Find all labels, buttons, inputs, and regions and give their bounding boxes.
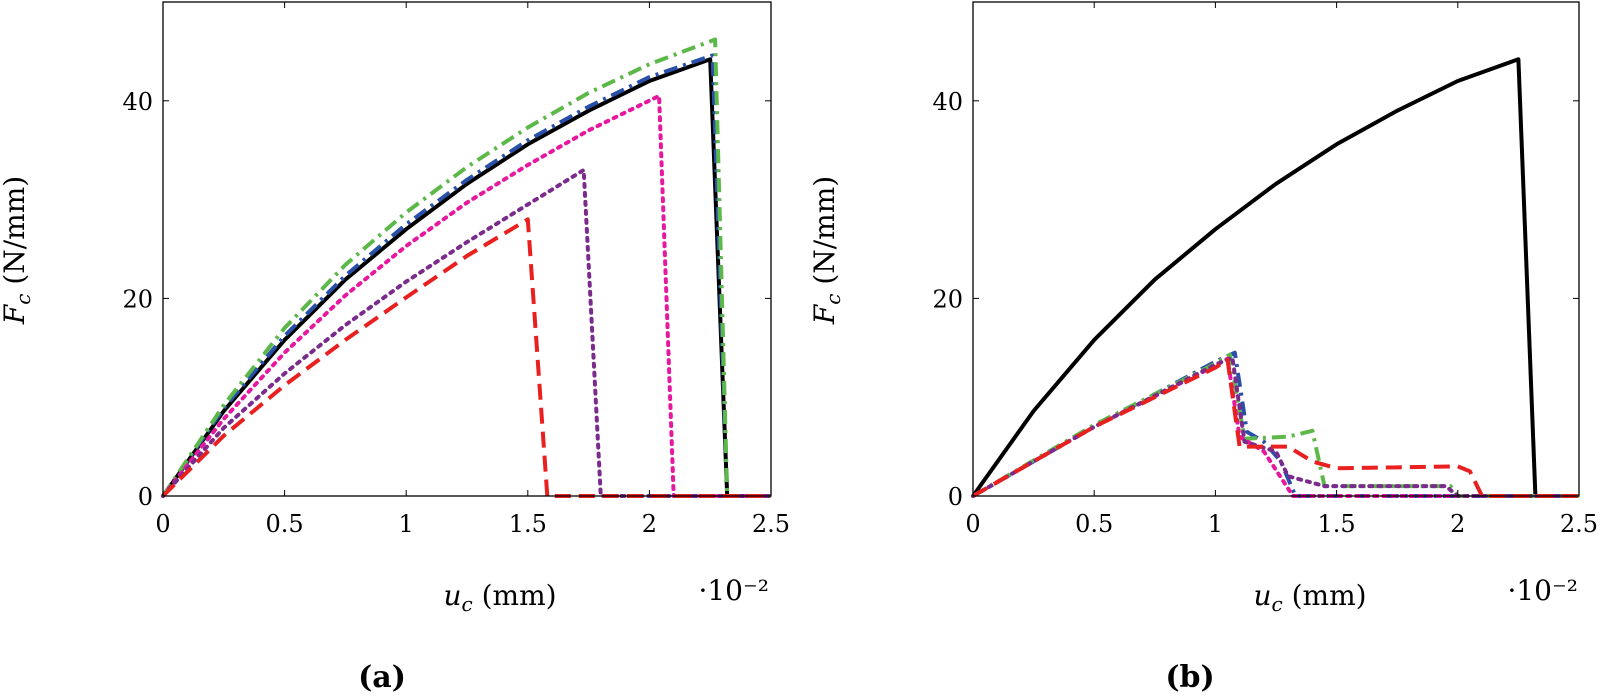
panel-b-series-magenta-line — [971, 356, 1581, 498]
panel-a-x-scale: ·10⁻² — [698, 574, 769, 607]
panel-a-xtick-label: 0 — [155, 510, 170, 538]
panel-a-xtick-label: 0.5 — [266, 510, 304, 538]
panel-a-series-green-line — [161, 37, 771, 498]
panel-a-ticks: 0 0.5 1 1.5 2 2.5 0 20 40 — [122, 2, 790, 538]
panel-a-frame — [162, 1, 772, 497]
panel-a-series-blue-line — [161, 53, 771, 498]
panel-a-ylabel: Fc (N/mm) — [0, 176, 35, 325]
panel-b-caption: (b) — [1165, 660, 1214, 695]
panel-a-xlabel: uc (mm) — [443, 579, 556, 616]
panel-b-xtick-label: 2.5 — [1560, 510, 1598, 538]
panel-b-ytick-label: 0 — [948, 483, 963, 511]
panel-b-xtick-label: 1 — [1208, 510, 1223, 538]
panel-b-xtick-label: 1.5 — [1318, 510, 1356, 538]
panel-b-ylabel: Fc (N/mm) — [808, 176, 845, 325]
panel-a-xtick-label: 2 — [642, 510, 657, 538]
panel-a-series-purple-line — [161, 168, 773, 498]
panel-b-series-red-line — [972, 357, 1579, 498]
panel-b-x-scale: ·10⁻² — [1507, 574, 1578, 607]
panel-b: 0 0.5 1 1.5 2 2.5 0 20 40 uc (mm) ·10⁻² Fc (N/mm… — [808, 1, 1598, 695]
panel-a-xtick-label: 1.5 — [509, 510, 547, 538]
panel-b-ticks: 0 0.5 1 1.5 2 2.5 0 20 40 — [932, 2, 1598, 538]
panel-a: 0 0.5 1 1.5 2 2.5 0 20 40 uc (mm) ·10⁻² Fc (N/mm… — [0, 1, 790, 695]
panel-a-series-red-line — [161, 217, 771, 498]
panel-a-ytick-label: 20 — [122, 285, 153, 313]
panel-a-series-magenta-line — [161, 93, 773, 498]
panel-a-reference-line — [161, 57, 771, 498]
panel-a-xtick-label: 2.5 — [752, 510, 790, 538]
panel-b-xtick-label: 0.5 — [1075, 510, 1113, 538]
panel-b-series-purple-line — [971, 355, 1581, 498]
panel-b-xtick-label: 0 — [965, 510, 980, 538]
panel-a-ytick-label: 40 — [122, 88, 153, 116]
panel-b-ytick-label: 20 — [932, 285, 963, 313]
panel-b-reference-line — [971, 57, 1579, 498]
panel-a-ytick-label: 0 — [138, 483, 153, 511]
panel-b-series — [971, 57, 1581, 498]
panel-b-xtick-label: 2 — [1450, 510, 1465, 538]
panel-a-series — [161, 37, 773, 498]
panel-a-xtick-label: 1 — [399, 510, 414, 538]
panel-b-xlabel: uc (mm) — [1253, 579, 1366, 616]
panel-b-frame — [972, 1, 1580, 497]
panel-b-ytick-label: 40 — [932, 88, 963, 116]
panel-a-caption: (a) — [358, 660, 406, 695]
